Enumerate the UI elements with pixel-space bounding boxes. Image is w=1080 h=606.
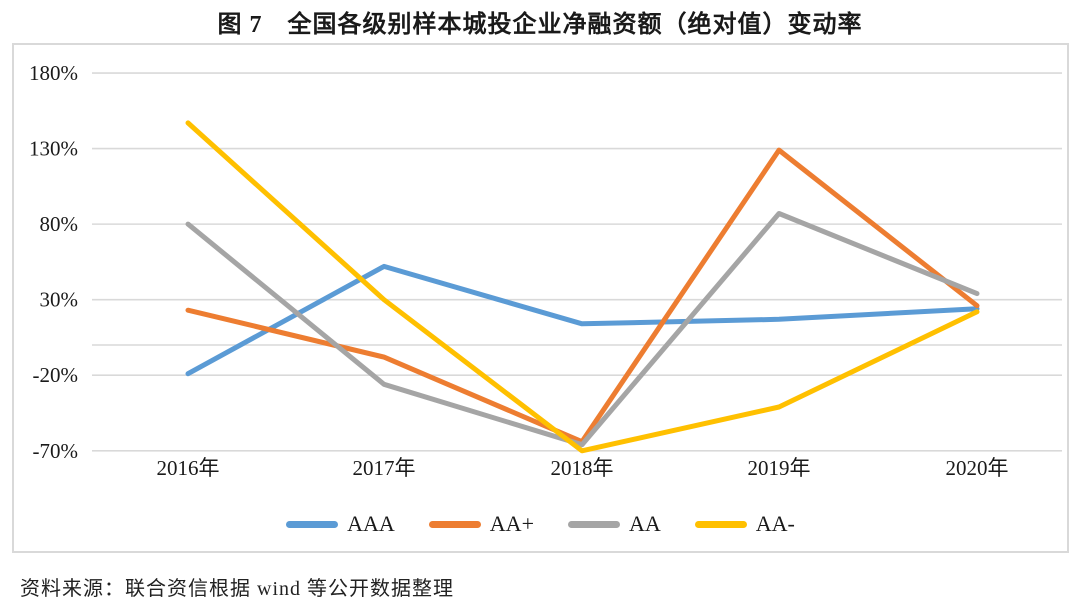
y-tick-label: 30% — [40, 288, 79, 312]
legend-label-AA+: AA+ — [489, 511, 534, 536]
series-line-AA- — [185, 120, 980, 454]
x-tick-label: 2018年 — [551, 456, 614, 480]
legend-marker-AAA — [286, 520, 339, 528]
legend-label-AA-: AA- — [755, 511, 795, 536]
legend-item-AA+: AA+ — [428, 511, 534, 537]
y-tick-label: -70% — [33, 439, 79, 463]
legend-item-AA: AA — [567, 511, 661, 537]
x-tick-label: 2016年 — [157, 456, 220, 480]
chart-title: 图 7 全国各级别样本城投企业净融资额（绝对值）变动率 — [217, 12, 863, 38]
legend-item-AA-: AA- — [694, 511, 795, 537]
x-tick-label: 2019年 — [748, 456, 811, 480]
legend-label-AA: AA — [628, 511, 661, 536]
legend-marker-AA — [567, 520, 620, 528]
y-tick-label: 130% — [29, 137, 78, 161]
series-line-AA — [185, 211, 980, 448]
y-tick-label: 80% — [40, 212, 79, 236]
series-line-AAA — [185, 263, 980, 377]
chart-area: 180% 130% 80% 30% -20% -70% 2016年 2017年 2018年 201… — [12, 43, 1069, 553]
legend-marker-AA+ — [428, 520, 481, 528]
chart-legend: AAA AA+ AA AA- — [14, 511, 1067, 537]
legend-label-AAA: AAA — [347, 511, 395, 536]
x-tick-label: 2020年 — [946, 456, 1009, 480]
series-line-AA+ — [185, 147, 980, 445]
y-tick-label: 180% — [29, 61, 78, 85]
legend-marker-AA- — [694, 520, 747, 528]
legend-item-AAA: AAA — [286, 511, 395, 537]
y-tick-label: -20% — [33, 363, 79, 387]
source-note: 资料来源：联合资信根据 wind 等公开数据整理 — [20, 578, 454, 600]
x-tick-label: 2017年 — [353, 456, 416, 480]
line-chart: 180% 130% 80% 30% -20% -70% 2016年 2017年 2018年 201… — [29, 61, 1062, 480]
